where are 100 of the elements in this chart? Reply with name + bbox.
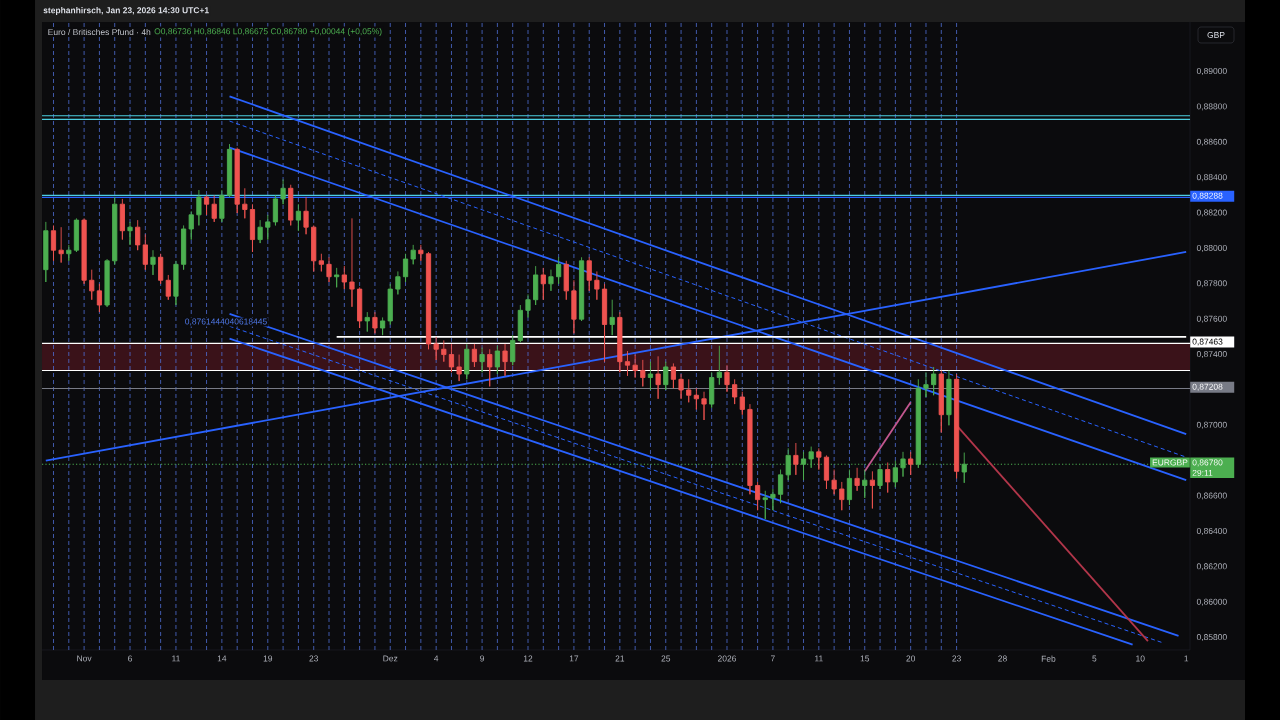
candlestick xyxy=(540,267,546,301)
x-tick-label: 23 xyxy=(309,655,319,662)
candlestick xyxy=(854,467,860,492)
candlestick xyxy=(196,189,202,226)
candlestick xyxy=(303,196,309,235)
candlestick xyxy=(66,244,72,262)
candlestick xyxy=(770,488,776,511)
x-tick-label: 10 xyxy=(1136,655,1145,662)
candlestick xyxy=(548,269,554,292)
candlestick xyxy=(112,196,118,265)
candlestick xyxy=(869,470,875,509)
y-tick-label: 0,87800 xyxy=(1196,280,1227,288)
text: Euro / Britisches Pfund · 4h xyxy=(48,28,151,36)
candlestick xyxy=(663,361,669,391)
candlestick xyxy=(96,283,102,313)
candlestick xyxy=(563,260,569,301)
x-tick-label: 28 xyxy=(998,655,1007,662)
y-tick-label: 0,87400 xyxy=(1196,351,1227,359)
candlestick xyxy=(418,244,424,262)
x-tick-label: Dez xyxy=(383,655,398,662)
candlestick xyxy=(494,345,500,375)
y-tick-label: 0,88800 xyxy=(1196,103,1227,111)
candlestick xyxy=(946,370,952,426)
x-tick-label: 2026 xyxy=(717,655,737,662)
annotation: 0,8761444040618445 xyxy=(185,318,267,326)
y-tick-label: 0,86000 xyxy=(1196,598,1227,606)
candlestick xyxy=(571,279,577,334)
candlestick xyxy=(104,258,110,308)
x-tick-label: 5 xyxy=(1092,655,1097,662)
candlestick xyxy=(150,249,156,276)
x-tick-label: 15 xyxy=(860,655,870,662)
y-axis-title: GBP xyxy=(1207,32,1225,38)
candlestick xyxy=(578,256,585,322)
y-tick-label: 0,88400 xyxy=(1196,174,1227,182)
y-tick-label: 0,86600 xyxy=(1196,492,1227,500)
candlestick xyxy=(655,355,661,400)
candlestick xyxy=(816,447,822,470)
ref-line-label: 0,87208 xyxy=(1192,383,1223,391)
candlestick xyxy=(448,343,455,373)
candlestick xyxy=(586,256,592,292)
candlestick xyxy=(678,373,684,400)
candlestick xyxy=(938,370,944,433)
candlestick xyxy=(165,274,171,301)
x-tick-label: Feb xyxy=(1041,655,1056,662)
candlestick xyxy=(43,221,49,283)
candlestick xyxy=(211,194,217,223)
candlestick xyxy=(81,217,87,285)
candlestick xyxy=(632,354,638,379)
candlestick xyxy=(135,219,141,251)
x-tick-label: 12 xyxy=(523,655,533,662)
candlestick xyxy=(479,347,485,373)
candlestick xyxy=(203,194,210,216)
candlestick xyxy=(487,348,493,387)
candlestick xyxy=(456,354,462,382)
candlestick xyxy=(716,345,722,386)
candlestick xyxy=(831,469,837,495)
candlestick xyxy=(609,299,615,336)
candlestick xyxy=(693,387,699,410)
x-tick-label: 7 xyxy=(770,655,775,662)
candlestick xyxy=(311,224,317,272)
candlestick xyxy=(724,364,730,393)
candlestick xyxy=(846,469,853,506)
candlestick xyxy=(747,403,753,495)
x-tick-label: 11 xyxy=(815,655,823,662)
y-tick-label: 0,88200 xyxy=(1196,209,1227,217)
candlestick xyxy=(617,311,623,373)
candlestick xyxy=(58,226,64,264)
x-tick-label: 1 xyxy=(1184,655,1189,662)
candlestick xyxy=(173,260,179,306)
x-tick-label: 19 xyxy=(263,655,273,662)
x-tick-label: 20 xyxy=(906,655,916,662)
candlestick xyxy=(594,270,600,301)
candlestick xyxy=(242,187,248,219)
candlestick xyxy=(318,253,324,272)
y-tick-label: 0,86200 xyxy=(1196,563,1227,571)
ref-line-label: 0,87463 xyxy=(1192,338,1223,346)
candlestick xyxy=(755,481,761,511)
candlestick xyxy=(885,462,891,493)
candlestick xyxy=(341,265,347,290)
candlestick xyxy=(188,210,194,241)
candlestick xyxy=(670,362,677,389)
candlestick xyxy=(402,253,409,283)
candlestick xyxy=(647,361,654,391)
candlestick xyxy=(181,224,187,271)
candlestick xyxy=(119,198,125,241)
candlestick xyxy=(257,219,263,244)
candlestick xyxy=(272,194,279,226)
candlestick xyxy=(556,256,562,285)
candlestick xyxy=(777,469,784,504)
candlestick xyxy=(372,311,378,334)
candlestick xyxy=(701,391,707,421)
candlestick xyxy=(219,189,225,223)
ref-line-label: 0,88288 xyxy=(1192,192,1223,200)
candlestick xyxy=(234,147,240,214)
candlestick xyxy=(364,311,370,333)
x-tick-label: Nov xyxy=(77,655,92,662)
candlestick xyxy=(793,442,799,476)
candlestick xyxy=(349,217,355,308)
y-tick-label: 0,88000 xyxy=(1196,244,1227,252)
candlestick xyxy=(862,469,868,499)
